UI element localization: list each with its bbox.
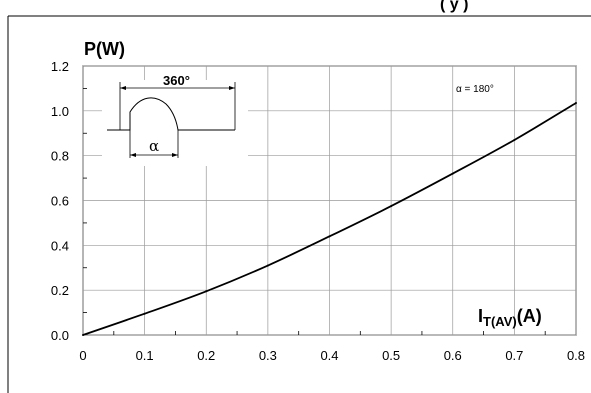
- x-tick-label-8: 0.8: [567, 348, 585, 363]
- period-arrow-left: [120, 86, 126, 90]
- conduction-arrow-right: [172, 153, 178, 157]
- waveform-path: [107, 97, 235, 131]
- x-tick-labels: 0 0.1 0.2 0.3 0.4 0.5 0.6 0.7 0.8: [79, 348, 585, 363]
- data-point-0: [82, 334, 84, 336]
- x-tick-label-1: 0.1: [136, 348, 154, 363]
- x-tick-label-6: 0.6: [444, 348, 462, 363]
- conduction-arrow-left: [130, 153, 136, 157]
- y-tick-label-3: 0.6: [51, 194, 69, 209]
- y-tick-label-2: 0.4: [51, 238, 69, 253]
- data-point-4: [328, 235, 331, 238]
- x-axis-label-main: I: [478, 306, 483, 326]
- y-tick-label-1: 0.2: [51, 283, 69, 298]
- minor-ticks: [83, 88, 546, 335]
- series-points: [82, 101, 577, 336]
- y-tick-labels: 0.0 0.2 0.4 0.6 0.8 1.0 1.2: [51, 59, 69, 343]
- x-axis-label-unit: (A): [517, 306, 542, 326]
- data-point-5: [390, 205, 393, 208]
- period-arrow-right: [229, 86, 235, 90]
- data-point-8: [575, 101, 577, 104]
- y-axis-label: P(W): [84, 39, 125, 59]
- x-tick-label-2: 0.2: [197, 348, 215, 363]
- x-tick-label-0: 0: [79, 348, 86, 363]
- data-point-3: [266, 264, 269, 267]
- y-tick-label-4: 0.8: [51, 149, 69, 164]
- data-point-1: [143, 312, 146, 315]
- y-tick-label-5: 1.0: [51, 104, 69, 119]
- waveform-inset: 360° α: [102, 73, 248, 166]
- data-point-6: [451, 172, 454, 175]
- x-axis-label-subscript: T(AV): [483, 314, 517, 329]
- x-tick-label-5: 0.5: [382, 348, 400, 363]
- x-axis-label: IT(AV)(A): [478, 306, 542, 329]
- x-tick-label-7: 0.7: [505, 348, 523, 363]
- x-tick-label-4: 0.4: [320, 348, 338, 363]
- period-label: 360°: [163, 73, 190, 88]
- y-tick-label-6: 1.2: [51, 59, 69, 74]
- data-point-2: [205, 290, 208, 293]
- x-tick-label-3: 0.3: [259, 348, 277, 363]
- inset-background: [102, 80, 248, 166]
- y-tick-label-0: 0.0: [51, 328, 69, 343]
- data-point-7: [513, 138, 516, 141]
- cropped-header-text: ( y ): [440, 0, 468, 13]
- alpha-annotation: α = 180°: [456, 84, 494, 95]
- conduction-label: α: [149, 137, 159, 155]
